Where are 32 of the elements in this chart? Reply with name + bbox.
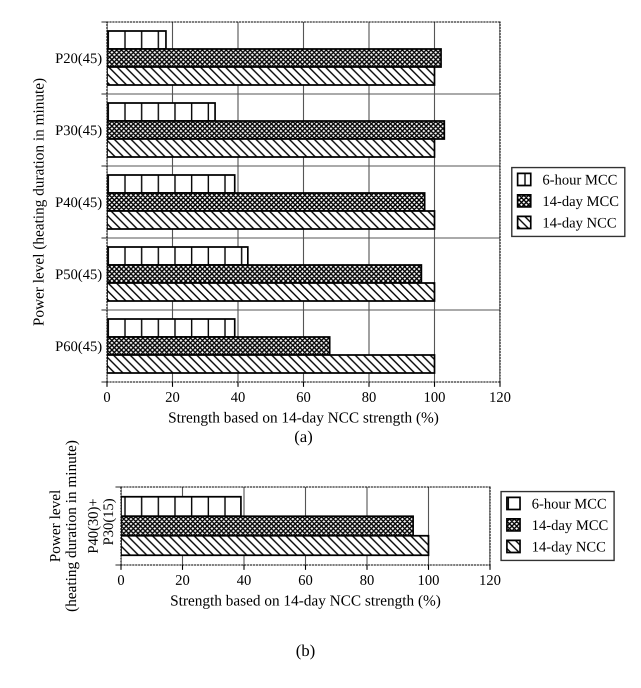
- x-tick-label: 100: [424, 392, 445, 402]
- legend-label: 14-day NCC: [544, 217, 616, 231]
- x-tick-label: 100: [418, 575, 439, 585]
- y-tick-label: P60(45): [56, 340, 102, 354]
- x-tick-label: 60: [298, 575, 312, 585]
- legend-label: 14-day MCC: [532, 520, 608, 534]
- x-tick-label: 20: [166, 392, 180, 402]
- x-tick-label: 120: [480, 575, 500, 585]
- y-axis-title: Power level (heating duration in minute): [32, 78, 47, 326]
- x-tick-label: 0: [118, 575, 124, 585]
- y-tick-label: P40(45): [56, 196, 102, 210]
- x-tick-label: 0: [104, 392, 110, 402]
- y-tick-label: P40(30)+ P30(15): [88, 499, 116, 554]
- legend-label: 6-hour MCC: [543, 174, 617, 185]
- legend-label: 14-day NCC: [532, 541, 606, 555]
- x-tick-label: 80: [360, 575, 374, 585]
- y-tick-label: P50(45): [56, 268, 102, 282]
- x-axis-title: Strength based on 14-day NCC strength (%): [171, 594, 440, 609]
- y-tick-label: P20(45): [56, 52, 102, 66]
- x-tick-label: 80: [362, 392, 376, 402]
- text: (b): [296, 644, 314, 660]
- x-axis-title: Strength based on 14-day NCC strength (%): [169, 412, 438, 426]
- legend-label: 14-day MCC: [544, 196, 618, 210]
- y-tick-label: P30(45): [56, 124, 102, 138]
- text: (a): [294, 430, 312, 446]
- y-axis-title: Power level (heating duration in minute): [49, 440, 80, 612]
- x-tick-label: 40: [236, 575, 251, 585]
- legend-label: 6-hour MCC: [532, 498, 606, 509]
- x-tick-label: 120: [490, 392, 510, 402]
- x-tick-label: 60: [296, 392, 310, 402]
- x-tick-label: 20: [176, 575, 190, 585]
- x-tick-label: 40: [230, 392, 245, 402]
